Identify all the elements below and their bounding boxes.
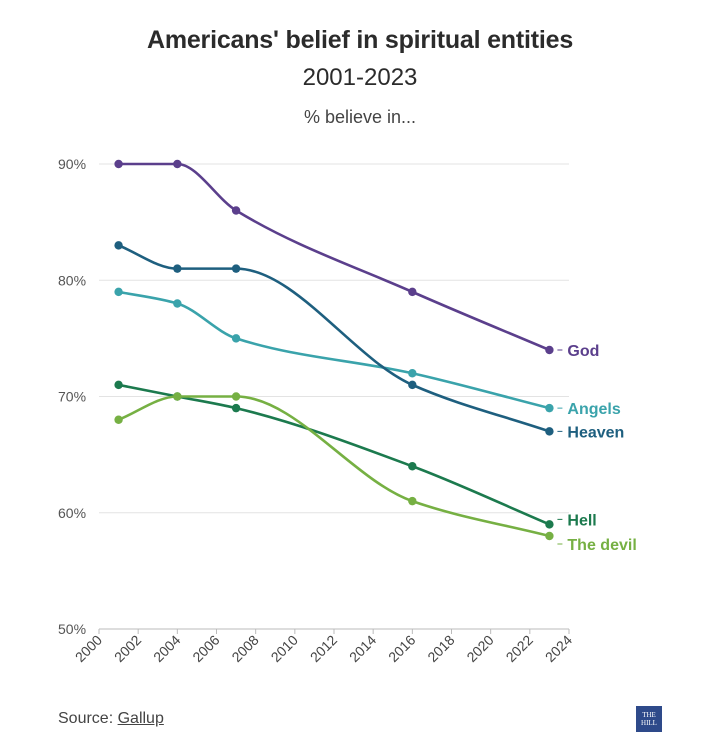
data-point-god	[231, 206, 241, 215]
data-point-the-devil	[114, 415, 123, 424]
source-link[interactable]: Gallup	[117, 710, 164, 727]
data-point-heaven	[173, 264, 182, 273]
data-point-angels	[114, 287, 123, 297]
publisher-logo: THE HILL	[636, 706, 662, 732]
source-prefix: Source:	[58, 710, 118, 727]
y-tick-label: 80%	[58, 272, 86, 288]
series-line-angels	[117, 290, 551, 410]
data-point-heaven	[114, 241, 123, 250]
series-line-hell	[117, 383, 551, 526]
x-tick-label: 2004	[150, 632, 183, 665]
chart-title: Americans' belief in spiritual entities	[146, 26, 574, 54]
y-tick-label: 50%	[58, 621, 86, 637]
data-point-the-devil	[173, 392, 182, 401]
x-tick-label: 2006	[189, 632, 222, 665]
data-point-hell	[231, 403, 241, 413]
y-tick-label: 60%	[58, 505, 86, 521]
data-point-the-devil	[545, 531, 554, 541]
data-point-hell	[408, 462, 417, 471]
x-tick-label: 2018	[424, 632, 457, 665]
source-note: Source: Gallup	[58, 710, 164, 728]
data-point-god	[173, 159, 182, 169]
data-point-god	[114, 159, 123, 169]
x-tick-label: 2002	[111, 632, 144, 665]
series-line-heaven	[117, 244, 551, 433]
series-line-god	[117, 162, 551, 352]
x-tick-label: 2008	[228, 632, 261, 665]
data-point-god	[545, 345, 554, 355]
data-point-angels	[231, 334, 241, 343]
series-label-the-devil: The devil	[567, 537, 636, 554]
series-label-god: God	[567, 343, 599, 360]
data-point-heaven	[408, 380, 417, 390]
series-label-heaven: Heaven	[567, 424, 624, 441]
data-point-the-devil	[408, 496, 417, 506]
data-point-hell	[545, 520, 554, 529]
chart-subtitle: 2001-2023	[302, 64, 418, 91]
chart-caption: % believe in...	[303, 107, 417, 127]
data-point-angels	[173, 299, 182, 308]
series-label-angels: Angels	[567, 401, 620, 418]
data-point-the-devil	[231, 392, 241, 401]
x-tick-label: 2010	[268, 632, 301, 665]
x-tick-label: 2012	[307, 632, 340, 665]
data-point-angels	[408, 369, 417, 378]
data-point-god	[408, 287, 417, 297]
x-tick-label: 2022	[503, 632, 536, 665]
y-tick-label: 70%	[58, 389, 86, 405]
data-point-heaven	[545, 427, 554, 436]
line-chart: 50%60%70%80%90%2000 2002 2004 2006 2008 2010 2…	[58, 156, 637, 665]
x-tick-label: 2014	[346, 632, 379, 665]
series-label-hell: Hell	[567, 512, 596, 529]
y-tick-label: 90%	[58, 156, 86, 172]
series-line-the-devil	[117, 395, 551, 538]
data-point-angels	[545, 403, 554, 413]
data-point-hell	[114, 380, 123, 390]
x-tick-label: 2024	[542, 632, 575, 665]
x-tick-label: 2016	[385, 632, 418, 665]
data-point-heaven	[231, 264, 241, 273]
x-tick-label: 2020	[463, 632, 496, 665]
